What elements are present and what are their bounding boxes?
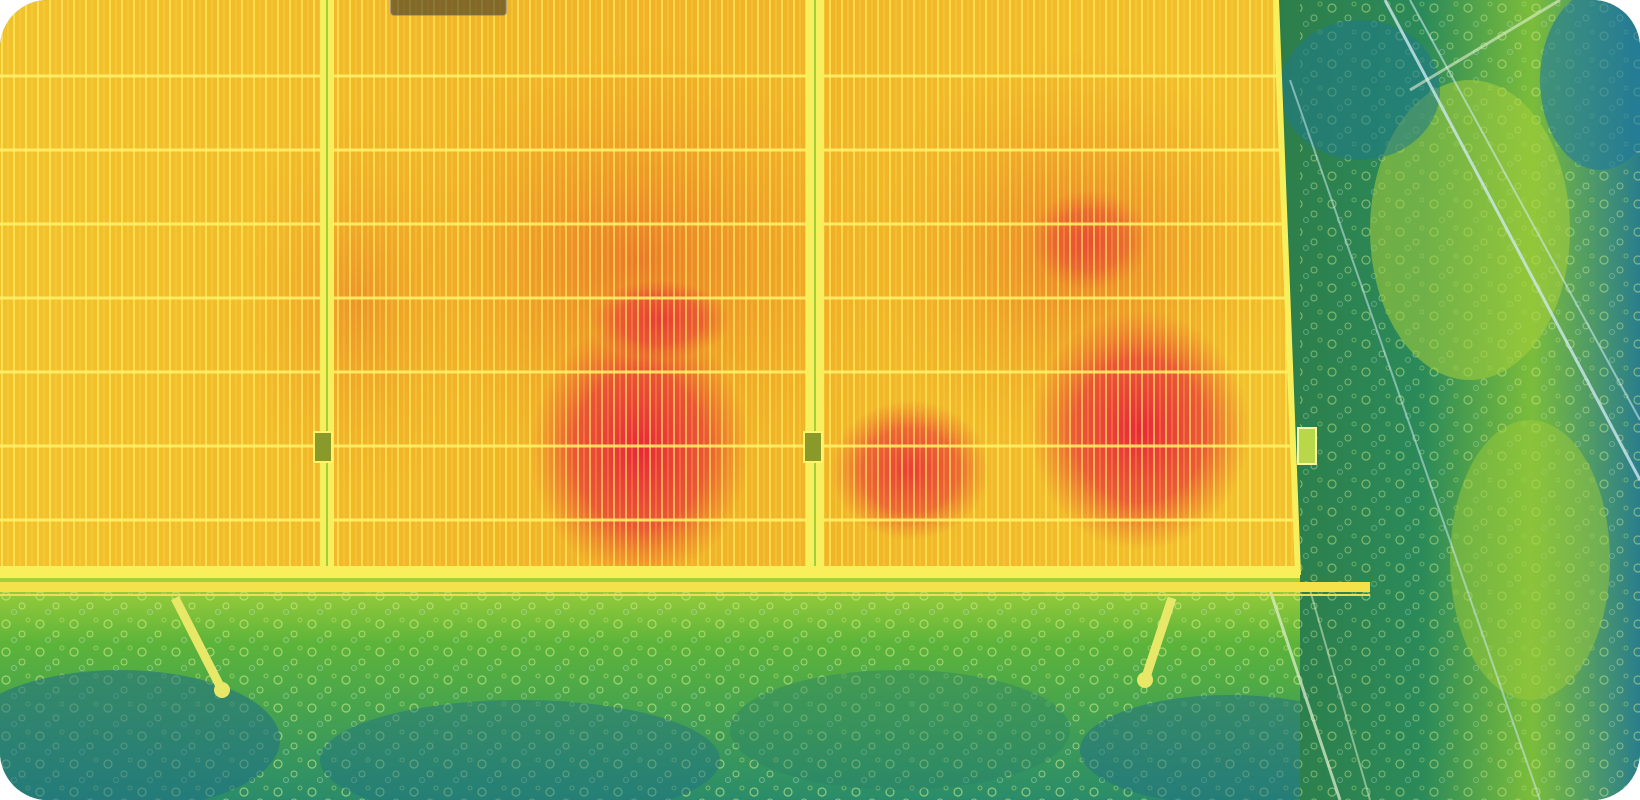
cool-ground-patch [0, 670, 280, 800]
panel-right-edge [1273, 0, 1301, 576]
fence-line [1409, 0, 1561, 92]
support-leg [170, 595, 227, 693]
junction-box [313, 431, 333, 463]
edge-clamp [1297, 427, 1317, 465]
fence-line [1409, 0, 1640, 421]
cool-vegetation-patch [1540, 0, 1640, 170]
cool-ground-patch [320, 700, 720, 800]
cool-vegetation-patch [1280, 20, 1440, 160]
panel-bottom-rail [0, 582, 1370, 592]
support-leg [1140, 596, 1177, 682]
cool-ground-patch [730, 670, 1070, 790]
warm-vegetation-patch [1450, 420, 1610, 700]
watermark-logo [390, 0, 507, 16]
panel-bottom-frame [0, 566, 1300, 578]
road-edge [1268, 589, 1342, 800]
solar-panel-array [0, 0, 1300, 575]
road-edge [1309, 589, 1371, 800]
junction-box [803, 431, 823, 463]
warm-vegetation-patch [1370, 80, 1570, 380]
fence-line [1289, 79, 1541, 800]
